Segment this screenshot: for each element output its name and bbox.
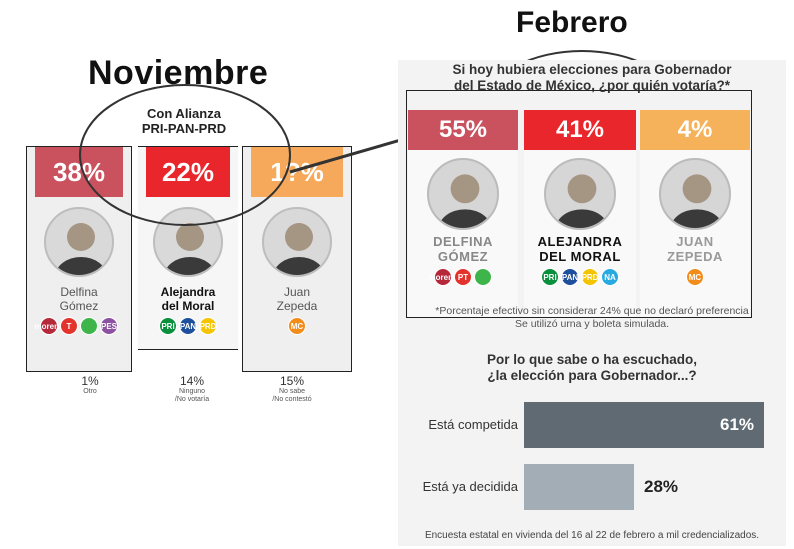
party-logo-icon: T	[60, 317, 78, 335]
party-logos: morena T PES	[27, 317, 131, 335]
note-value: 14%	[179, 374, 205, 388]
party-logo-icon: morena	[35, 317, 63, 335]
febrero-question: Si hoy hubiera elecciones para Gobernado…	[452, 62, 732, 93]
candidate-percent: 22%	[146, 147, 230, 197]
party-logo-icon	[80, 317, 98, 335]
party-logo-icon: MC	[686, 268, 704, 286]
party-logo-icon: PRI	[159, 317, 177, 335]
party-logo-icon: PT	[454, 268, 472, 286]
party-logo-icon: PES	[100, 317, 118, 335]
candidate-percent: 41%	[524, 110, 636, 150]
candidate-photo	[659, 158, 731, 230]
candidate-photo	[153, 207, 223, 277]
party-logo-icon: NA	[601, 268, 619, 286]
noviembre-note: 1% Otro	[60, 375, 120, 396]
febrero-candidate-card: 4% JUAN ZEPEDA MC	[640, 110, 750, 318]
febrero-candidate-card: 55% DELFINA GÓMEZ morena PT	[408, 110, 518, 318]
party-logo-icon: morena	[429, 268, 457, 286]
febrero-title: Febrero	[516, 6, 628, 39]
party-logos: morena PT	[408, 268, 518, 286]
bar-mark	[524, 464, 634, 510]
candidate-photo	[427, 158, 499, 230]
note-caption: No sabe /No contestó	[272, 388, 312, 403]
candidate-name: Juan Zepeda	[276, 285, 318, 313]
noviembre-candidate-card: 38% Delfina Gómez morena T PES	[26, 146, 132, 372]
party-logo-icon: MC	[288, 317, 306, 335]
person-silhouette-icon	[438, 174, 492, 228]
noviembre-note: 14% Ninguno /No votaría	[162, 375, 222, 404]
party-logos: MC	[243, 317, 351, 335]
candidate-percent: 38%	[35, 147, 123, 197]
candidate-name: DELFINA GÓMEZ	[433, 234, 493, 264]
person-silhouette-icon	[555, 174, 609, 228]
candidate-name: ALEJANDRA DEL MORAL	[537, 234, 623, 264]
party-logos: PRI PAN PRD NA	[524, 268, 636, 286]
party-logo-icon: PRD	[199, 317, 217, 335]
bar-value-label: 61%	[720, 415, 755, 434]
candidate-percent: 4%	[640, 110, 750, 150]
person-silhouette-icon	[273, 223, 325, 275]
person-silhouette-icon	[55, 223, 107, 275]
party-logo-icon: PRI	[541, 268, 559, 286]
noviembre-candidate-card: 22% Alejandra del Moral PRI PAN PRD	[138, 146, 238, 350]
bar-value-label: 28%	[644, 477, 679, 496]
febrero-footnote: *Porcentaje efectivo sin considerar 24% …	[435, 305, 749, 330]
party-logo-icon: PRD	[581, 268, 599, 286]
bar-mark	[524, 402, 764, 448]
candidate-photo	[262, 207, 332, 277]
candidate-name: Delfina Gómez	[59, 285, 99, 313]
candidate-photo	[544, 158, 616, 230]
candidate-name: Alejandra del Moral	[160, 285, 216, 313]
party-logos: MC	[640, 268, 750, 286]
noviembre-note: 15% No sabe /No contestó	[262, 375, 322, 404]
survey-source: Encuesta estatal en vivienda del 16 al 2…	[424, 530, 760, 541]
party-logo-icon: PAN	[179, 317, 197, 335]
note-caption: Otro	[83, 388, 97, 395]
febrero-cards-outline	[406, 90, 752, 318]
party-logos: PRI PAN PRD	[138, 317, 238, 335]
party-logo-icon: PAN	[561, 268, 579, 286]
candidate-percent: 55%	[408, 110, 518, 150]
note-value: 15%	[279, 374, 305, 388]
candidate-name: JUAN ZEPEDA	[667, 234, 723, 264]
note-caption: Ninguno /No votaría	[174, 388, 210, 403]
note-value: 1%	[81, 374, 99, 388]
question-2: Por lo que sabe o ha escuchado, ¿la elec…	[486, 352, 698, 383]
candidate-photo	[44, 207, 114, 277]
party-logo-icon	[474, 268, 492, 286]
alliance-label: Con Alianza PRI-PAN-PRD	[141, 106, 227, 136]
person-silhouette-icon	[164, 223, 216, 275]
febrero-candidate-card: 41% ALEJANDRA DEL MORAL PRI PAN PRD NA	[524, 110, 636, 318]
noviembre-highlight-ellipse	[79, 84, 291, 226]
person-silhouette-icon	[670, 174, 724, 228]
bar-category-label: Está competida	[428, 417, 518, 432]
bar-category-label: Está ya decidida	[422, 479, 518, 494]
